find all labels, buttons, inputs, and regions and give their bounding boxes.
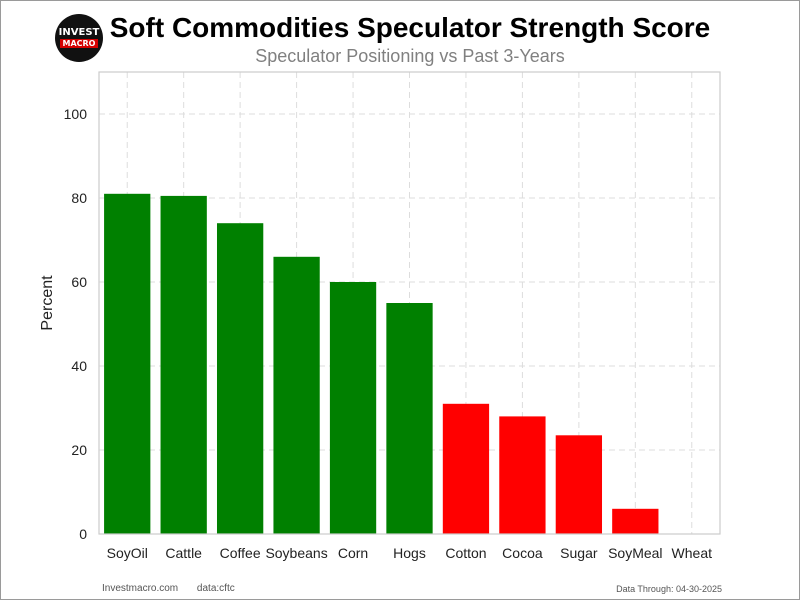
bar-hogs (386, 303, 433, 534)
chart-subtitle: Speculator Positioning vs Past 3-Years (255, 46, 565, 66)
y-tick-label: 60 (71, 274, 87, 290)
bar-cattle (160, 195, 207, 534)
x-tick-label-coffee: Coffee (220, 545, 261, 561)
footer-source: data:cftc (196, 583, 235, 594)
y-axis-label: Percent (39, 275, 56, 331)
y-tick-label: 80 (71, 190, 87, 206)
logo-text-macro: MACRO (59, 39, 99, 48)
x-tick-label-cattle: Cattle (165, 545, 202, 561)
footer-site: Investmacro.com (102, 583, 179, 594)
investmacro-logo: INVEST MACRO (55, 14, 103, 62)
x-tick-label-cotton: Cotton (445, 545, 486, 561)
x-tick-label-soymeal: SoyMeal (608, 545, 662, 561)
footer-left: Investmacro.com data:cftc (102, 583, 251, 594)
bar-soymeal (612, 508, 659, 534)
x-tick-label-wheat: Wheat (672, 545, 713, 561)
bar-soybeans (273, 256, 320, 534)
x-tick-label-corn: Corn (338, 545, 368, 561)
y-tick-label: 20 (71, 442, 87, 458)
x-tick-label-sugar: Sugar (560, 545, 598, 561)
x-tick-label-soyoil: SoyOil (107, 545, 148, 561)
footer-data-through: Data Through: 04-30-2025 (616, 584, 722, 594)
bar-coffee (216, 223, 264, 534)
bar-corn (329, 282, 377, 534)
y-tick-label: 0 (79, 526, 87, 542)
x-tick-label-cocoa: Cocoa (502, 545, 543, 561)
logo-text-invest: INVEST (58, 27, 100, 38)
bar-cotton (442, 403, 490, 534)
x-tick-label-soybeans: Soybeans (265, 545, 327, 561)
y-tick-label: 100 (64, 106, 88, 122)
bar-soyoil (104, 193, 151, 535)
x-tick-label-hogs: Hogs (393, 545, 426, 561)
chart-title: Soft Commodities Speculator Strength Sco… (109, 12, 711, 43)
y-tick-label: 40 (71, 358, 87, 374)
bar-sugar (555, 435, 603, 534)
plot-area-border (98, 71, 721, 535)
bar-cocoa (499, 416, 546, 534)
